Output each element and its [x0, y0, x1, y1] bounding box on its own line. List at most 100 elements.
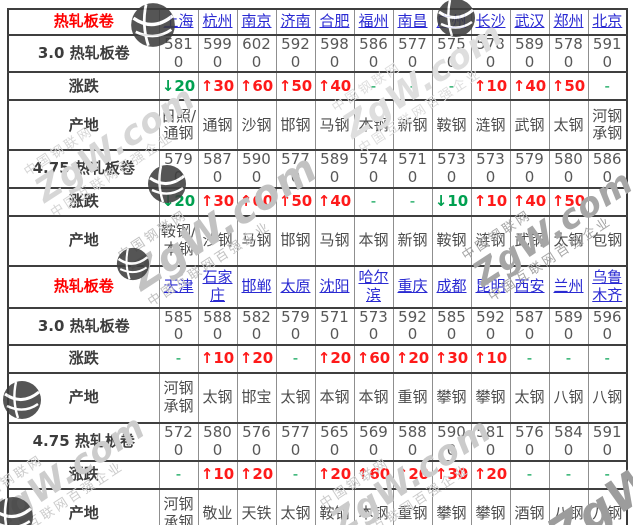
change-cell: ↑50	[548, 187, 589, 217]
table-row: 3.0 热轧板卷 5850 5880 5820 5790 5710 5730 5920 5850…	[7, 307, 628, 346]
change-cell: ↑20	[392, 344, 433, 374]
price-cell: 5740	[353, 149, 394, 189]
origin-cell: 鞍钢	[431, 99, 472, 151]
origin-cell: 武钢	[509, 215, 550, 267]
origin-cell: 太钢	[548, 215, 589, 267]
origin-cell: 八钢	[587, 372, 628, 424]
origin-cell: 本钢	[353, 372, 394, 424]
origin-cell: 鞍钢	[431, 215, 472, 267]
city-link[interactable]: 武汉	[509, 8, 550, 36]
change-cell: ↑30	[197, 187, 238, 217]
city-link[interactable]: 南昌	[392, 8, 433, 36]
price-cell: 5780	[470, 34, 511, 73]
city-link[interactable]: 沈阳	[314, 265, 355, 309]
city-link[interactable]: 广州	[431, 8, 472, 36]
origin-cell: 邯钢	[275, 215, 316, 267]
price-cell: 5820	[236, 307, 277, 346]
origin-cell: 攀钢	[431, 488, 472, 525]
price-cell: 5650	[314, 422, 355, 462]
city-link[interactable]: 福州	[353, 8, 394, 36]
city-link[interactable]: 西安	[509, 265, 550, 309]
city-link[interactable]: 济南	[275, 8, 316, 36]
change-cell: ↑10	[197, 460, 238, 489]
table-row: 涨跌 ↓20 ↑30 ↑60 ↑50 ↑40- - - ↑10 ↑40 ↑50-	[7, 71, 628, 101]
city-link[interactable]: 太原	[275, 265, 316, 309]
city-link[interactable]: 郑州	[548, 8, 589, 36]
city-link[interactable]: 乌鲁木齐	[587, 265, 628, 309]
change-cell: ↑40	[314, 187, 355, 217]
change-cell: -	[158, 344, 199, 374]
price-cell: 5870	[509, 307, 550, 346]
origin-cell: 八钢	[548, 372, 589, 424]
city-link[interactable]: 兰州	[548, 265, 589, 309]
origin-cell: 八钢	[548, 488, 589, 525]
origin-cell: 涟钢	[470, 215, 511, 267]
origin-cell: 沙钢	[197, 215, 238, 267]
city-link[interactable]: 上海	[158, 8, 199, 36]
city-link[interactable]: 邯郸	[236, 265, 277, 309]
origin-cell: 太钢	[275, 372, 316, 424]
price-cell: 5850	[158, 307, 199, 346]
price-cell: 5690	[353, 422, 394, 462]
city-link[interactable]: 天津	[158, 265, 199, 309]
price-cell: 5870	[197, 149, 238, 189]
origin-cell: 太钢	[548, 99, 589, 151]
city-link[interactable]: 成都	[431, 265, 472, 309]
table-row: 涨跌 ↓20 ↑30 ↑60 ↑50 ↑40- - ↓10 ↑10 ↑40 ↑50-	[7, 187, 628, 217]
origin-cell: 武钢	[509, 99, 550, 151]
change-cell: -	[548, 460, 589, 489]
change-cell: ↑20	[314, 460, 355, 489]
origin-cell: 酒钢	[509, 488, 550, 525]
origin-cell: 重钢	[392, 372, 433, 424]
city-link[interactable]: 哈尔滨	[353, 265, 394, 309]
table-row: 产地 河钢承钢 敬业 天铁 太钢 鞍钢 本钢 重钢 攀钢 攀钢 酒钢 八钢 八钢	[7, 488, 628, 525]
price-cell: 5760	[509, 422, 550, 462]
origin-cell: 重钢	[392, 488, 433, 525]
price-cell: 5880	[197, 307, 238, 346]
price-cell: 6020	[236, 34, 277, 73]
price-cell: 5890	[548, 307, 589, 346]
origin-cell: 天铁	[236, 488, 277, 525]
price-cell: 5810	[470, 422, 511, 462]
price-cell: 5770	[275, 422, 316, 462]
row-label-cell: 涨跌	[7, 187, 160, 217]
city-link[interactable]: 重庆	[392, 265, 433, 309]
change-cell: ↑30	[197, 71, 238, 101]
city-link[interactable]: 北京	[587, 8, 628, 36]
row-label-cell: 涨跌	[7, 344, 160, 374]
city-link[interactable]: 长沙	[470, 8, 511, 36]
table-row: 4.75 热轧板卷 5720 5800 5760 5770 5650 5690 5880 590…	[7, 422, 628, 462]
change-cell: ↑60	[236, 71, 277, 101]
city-link[interactable]: 南京	[236, 8, 277, 36]
section-header-cell: 热轧板卷	[7, 8, 160, 36]
origin-cell: 日照/通钢	[158, 99, 199, 151]
origin-cell: 邯宝	[236, 372, 277, 424]
row-label-cell: 产地	[7, 99, 160, 151]
price-cell: 5780	[548, 34, 589, 73]
price-cell: 5990	[197, 34, 238, 73]
origin-cell: 鞍钢/本钢	[158, 215, 199, 267]
city-link[interactable]: 杭州	[197, 8, 238, 36]
origin-cell: 本钢	[353, 215, 394, 267]
change-cell: ↑20	[392, 460, 433, 489]
city-link[interactable]: 合肥	[314, 8, 355, 36]
origin-cell: 本钢	[353, 488, 394, 525]
change-cell: ↑20	[236, 460, 277, 489]
row-label-cell: 产地	[7, 215, 160, 267]
origin-cell: 河钢承钢	[158, 372, 199, 424]
price-cell: 5980	[314, 34, 355, 73]
change-cell: ↑60	[353, 344, 394, 374]
table-row: 产地 鞍钢/本钢 沙钢 马钢 邯钢 马钢 本钢 新钢 鞍钢 涟钢 武钢 太钢 包钢	[7, 215, 628, 267]
table-row: 涨跌 - ↑10 ↑20- ↑20 ↑60 ↑20 ↑30 ↑10- - -	[7, 344, 628, 374]
row-label-cell: 3.0 热轧板卷	[7, 34, 160, 73]
table-row: 热轧板卷 上海 杭州 南京 济南 合肥 福州 南昌 广州 长沙 武汉 郑州 北京	[7, 8, 628, 36]
change-cell: -	[275, 344, 316, 374]
city-link[interactable]: 石家庄	[197, 265, 238, 309]
price-cell: 5790	[509, 149, 550, 189]
change-cell: ↑30	[431, 460, 472, 489]
origin-cell: 新钢	[392, 215, 433, 267]
price-cell: 5790	[158, 149, 199, 189]
change-cell: ↑30	[431, 344, 472, 374]
table-row: 4.75 热轧板卷 5790 5870 5900 5770 5890 5740 5710 573…	[7, 149, 628, 189]
city-link[interactable]: 昆明	[470, 265, 511, 309]
